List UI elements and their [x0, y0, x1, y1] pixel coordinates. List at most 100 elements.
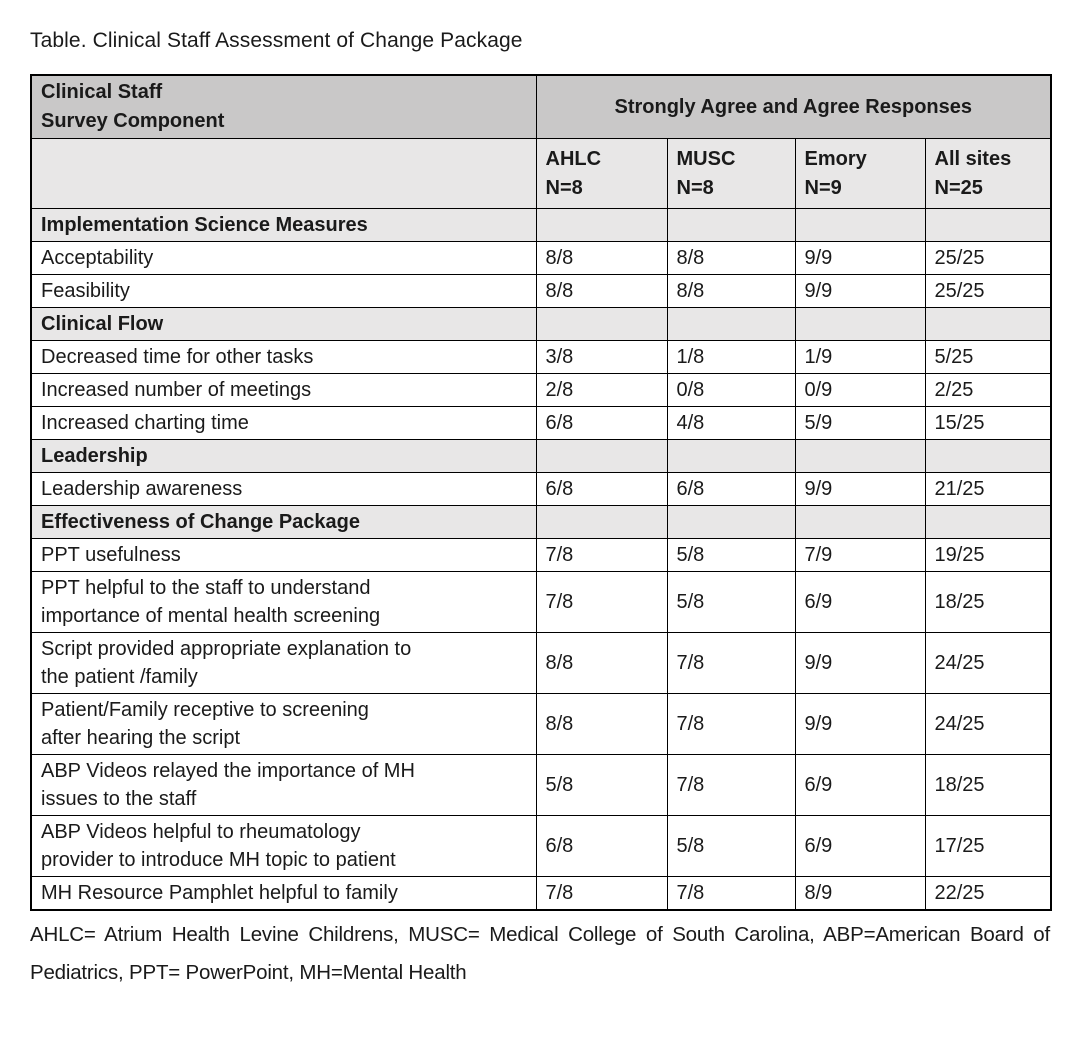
value-cell: 7/8 [666, 876, 796, 911]
column-header-ahlc: AHLC N=8 [535, 138, 668, 209]
value-cell: 19/25 [924, 538, 1052, 572]
row-label-cell: Leadership awareness [30, 472, 537, 506]
value-cell: 9/9 [794, 693, 926, 755]
row-label-cell: Decreased time for other tasks [30, 340, 537, 374]
subheader-empty-cell [30, 138, 537, 209]
value-cell: 1/8 [666, 340, 796, 374]
value-cell: 2/25 [924, 373, 1052, 407]
value-cell: 1/9 [794, 340, 926, 374]
value-cell: 18/25 [924, 571, 1052, 633]
value-cell: 6/8 [535, 406, 668, 440]
value-cell: 6/8 [535, 815, 668, 877]
section-label-cell: Clinical Flow [30, 307, 537, 341]
empty-cell [535, 307, 668, 341]
empty-cell [535, 505, 668, 539]
empty-cell [666, 208, 796, 242]
row-label-cell: ABP Videos helpful to rheumatology provi… [30, 815, 537, 877]
table-row-mh-pamphlet: MH Resource Pamphlet helpful to family 7… [30, 876, 1052, 911]
empty-cell [666, 439, 796, 473]
subheader-row: AHLC N=8 MUSC N=8 Emory N=9 All sites N=… [30, 138, 1052, 209]
section-label-cell: Implementation Science Measures [30, 208, 537, 242]
value-cell: 2/8 [535, 373, 668, 407]
table-row-acceptability: Acceptability 8/8 8/8 9/9 25/25 [30, 241, 1052, 275]
value-cell: 5/9 [794, 406, 926, 440]
row-label-cell: Script provided appropriate explanation … [30, 632, 537, 694]
empty-cell [666, 307, 796, 341]
value-cell: 9/9 [794, 472, 926, 506]
value-cell: 9/9 [794, 241, 926, 275]
value-cell: 8/8 [535, 274, 668, 308]
corner-header-line1: Clinical Staff [41, 81, 163, 103]
value-cell: 0/9 [794, 373, 926, 407]
value-cell: 5/8 [666, 571, 796, 633]
table-title: Table. Clinical Staff Assessment of Chan… [30, 29, 523, 52]
row-label-cell: Increased charting time [30, 406, 537, 440]
value-cell: 6/9 [794, 571, 926, 633]
value-cell: 3/8 [535, 340, 668, 374]
value-cell: 5/25 [924, 340, 1052, 374]
value-cell: 5/8 [535, 754, 668, 816]
value-cell: 25/25 [924, 241, 1052, 275]
value-cell: 7/8 [666, 632, 796, 694]
column-n: N=25 [934, 176, 983, 199]
table-row-decreased-time: Decreased time for other tasks 3/8 1/8 1… [30, 340, 1052, 374]
value-cell: 24/25 [924, 693, 1052, 755]
table-row-abp-videos-relayed: ABP Videos relayed the importance of MH … [30, 754, 1052, 816]
corner-header-cell: Clinical Staff Survey Component [30, 74, 537, 139]
corner-header-line2: Survey Component [41, 110, 225, 132]
empty-cell [924, 505, 1052, 539]
row-label-cell: Acceptability [30, 241, 537, 275]
value-cell: 7/8 [535, 538, 668, 572]
value-cell: 21/25 [924, 472, 1052, 506]
value-cell: 6/9 [794, 815, 926, 877]
empty-cell [794, 505, 926, 539]
column-n: N=9 [804, 176, 842, 199]
header-row: Clinical Staff Survey Component Strongly… [30, 74, 1052, 139]
table-row-increased-charting: Increased charting time 6/8 4/8 5/9 15/2… [30, 406, 1052, 440]
table-row-script-explanation: Script provided appropriate explanation … [30, 632, 1052, 694]
empty-cell [666, 505, 796, 539]
row-label-cell: MH Resource Pamphlet helpful to family [30, 876, 537, 911]
abbreviation-footnote: AHLC= Atrium Health Levine Childrens, MU… [30, 923, 1050, 984]
value-cell: 18/25 [924, 754, 1052, 816]
value-cell: 5/8 [666, 815, 796, 877]
empty-cell [924, 439, 1052, 473]
row-label-cell: Increased number of meetings [30, 373, 537, 407]
section-row-effectiveness: Effectiveness of Change Package [30, 505, 1052, 539]
span-header-cell: Strongly Agree and Agree Responses [535, 74, 1052, 139]
table-row-patient-receptive: Patient/Family receptive to screening af… [30, 693, 1052, 755]
empty-cell [794, 208, 926, 242]
section-row-leadership: Leadership [30, 439, 1052, 473]
value-cell: 25/25 [924, 274, 1052, 308]
empty-cell [794, 307, 926, 341]
column-header-musc: MUSC N=8 [666, 138, 796, 209]
table-row-increased-meetings: Increased number of meetings 2/8 0/8 0/9… [30, 373, 1052, 407]
column-label: AHLC [545, 147, 602, 170]
row-label-cell: PPT usefulness [30, 538, 537, 572]
column-label: Emory [804, 147, 867, 170]
column-n: N=8 [545, 176, 583, 199]
value-cell: 8/8 [666, 274, 796, 308]
section-label-cell: Effectiveness of Change Package [30, 505, 537, 539]
value-cell: 0/8 [666, 373, 796, 407]
row-label-cell: Patient/Family receptive to screening af… [30, 693, 537, 755]
value-cell: 7/9 [794, 538, 926, 572]
value-cell: 22/25 [924, 876, 1052, 911]
value-cell: 8/8 [666, 241, 796, 275]
value-cell: 7/8 [666, 693, 796, 755]
table-row-ppt-usefulness: PPT usefulness 7/8 5/8 7/9 19/25 [30, 538, 1052, 572]
value-cell: 15/25 [924, 406, 1052, 440]
empty-cell [535, 439, 668, 473]
value-cell: 8/8 [535, 241, 668, 275]
value-cell: 7/8 [535, 876, 668, 911]
section-label-cell: Leadership [30, 439, 537, 473]
value-cell: 6/8 [535, 472, 668, 506]
value-cell: 7/8 [535, 571, 668, 633]
table-row-abp-videos-helpful: ABP Videos helpful to rheumatology provi… [30, 815, 1052, 877]
empty-cell [535, 208, 668, 242]
empty-cell [924, 307, 1052, 341]
table-row-ppt-helpful: PPT helpful to the staff to understand i… [30, 571, 1052, 633]
table-row-leadership-awareness: Leadership awareness 6/8 6/8 9/9 21/25 [30, 472, 1052, 506]
column-n: N=8 [676, 176, 714, 199]
